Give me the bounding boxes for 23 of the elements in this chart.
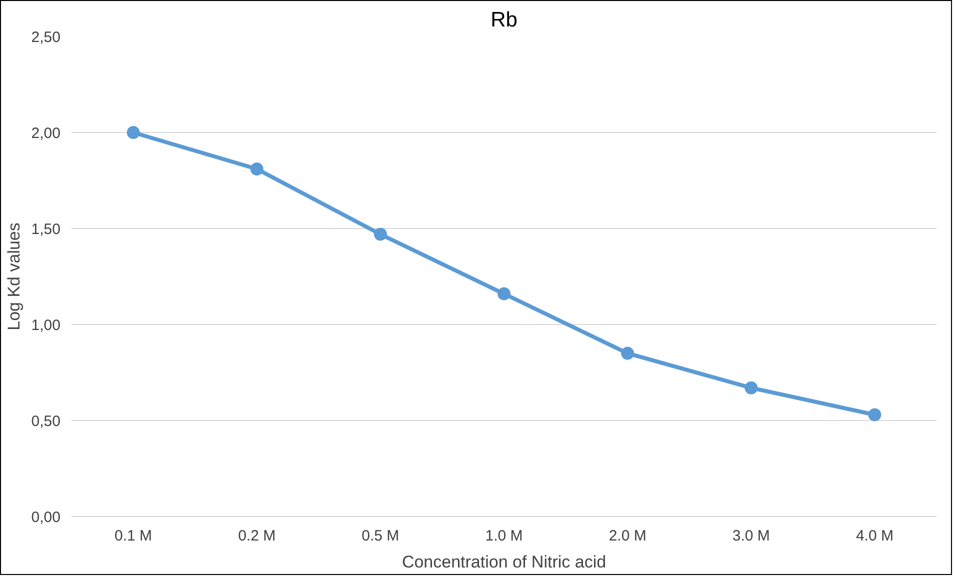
x-tick-label: 0.5 M <box>362 528 400 544</box>
x-tick-label: 0.2 M <box>238 528 276 544</box>
point <box>498 287 510 300</box>
x-tick-label: 3.0 M <box>732 528 770 544</box>
x-tick-label: 4.0 M <box>856 528 894 544</box>
x-tick-label: 0.1 M <box>114 528 152 544</box>
point <box>374 228 387 241</box>
x-tick-label: 2.0 M <box>608 528 646 544</box>
point <box>621 346 634 360</box>
y-tick-label: 0,50 <box>31 413 61 430</box>
point <box>126 126 140 139</box>
y-tick-label: 0,00 <box>31 509 61 526</box>
point <box>868 408 882 422</box>
y-tick-label: 2,00 <box>31 125 61 142</box>
y-axis-title: Log Kd values <box>4 222 24 330</box>
x-tick-label: 1.0 M <box>485 528 523 544</box>
y-tick-label: 1,00 <box>31 317 61 334</box>
y-tick-label: 2,50 <box>31 29 61 46</box>
point <box>744 381 758 394</box>
y-tick-label: 1,50 <box>31 221 61 238</box>
chart-title: Rb <box>490 8 518 32</box>
point <box>250 162 264 176</box>
x-axis-title: Concentration of Nitric acid <box>402 552 606 572</box>
